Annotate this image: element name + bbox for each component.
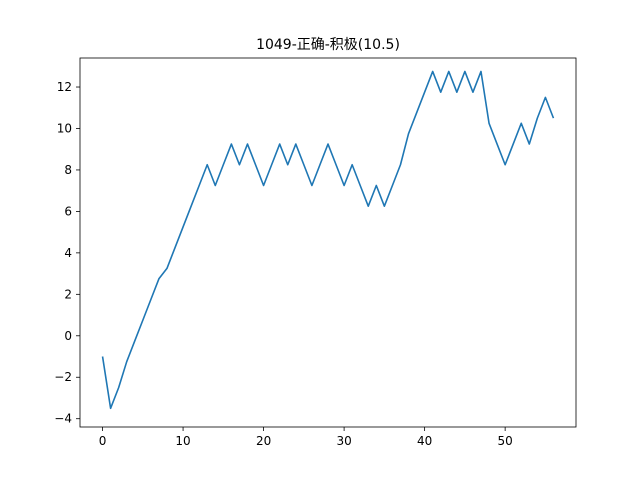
- y-tick-label: 6: [64, 204, 72, 218]
- plot-area: [80, 58, 576, 427]
- x-tick-label: 20: [256, 434, 271, 448]
- series-line-0: [101, 70, 555, 410]
- x-tick-label: 50: [498, 434, 513, 448]
- y-tick-label: 2: [64, 287, 72, 301]
- x-tick-label: 30: [336, 434, 351, 448]
- y-axis: −4 −2 0 2 4 6 8 10 12: [54, 80, 80, 426]
- y-tick-label: 4: [64, 246, 72, 260]
- x-tick-label: 0: [99, 434, 107, 448]
- y-tick-label: 10: [57, 121, 72, 135]
- y-tick-label: 0: [64, 329, 72, 343]
- y-tick-label: 12: [57, 80, 72, 94]
- axes-frame: [79, 57, 577, 428]
- series-layer: [101, 70, 555, 410]
- y-tick-label: 8: [64, 163, 72, 177]
- x-tick-label: 10: [175, 434, 190, 448]
- x-axis: 0 10 20 30 40 50: [99, 427, 513, 448]
- x-tick-label: 40: [417, 434, 432, 448]
- y-tick-label: −2: [54, 370, 72, 384]
- chart-title: 1049-正确-积极(10.5): [256, 37, 400, 53]
- y-tick-label: −4: [54, 412, 72, 426]
